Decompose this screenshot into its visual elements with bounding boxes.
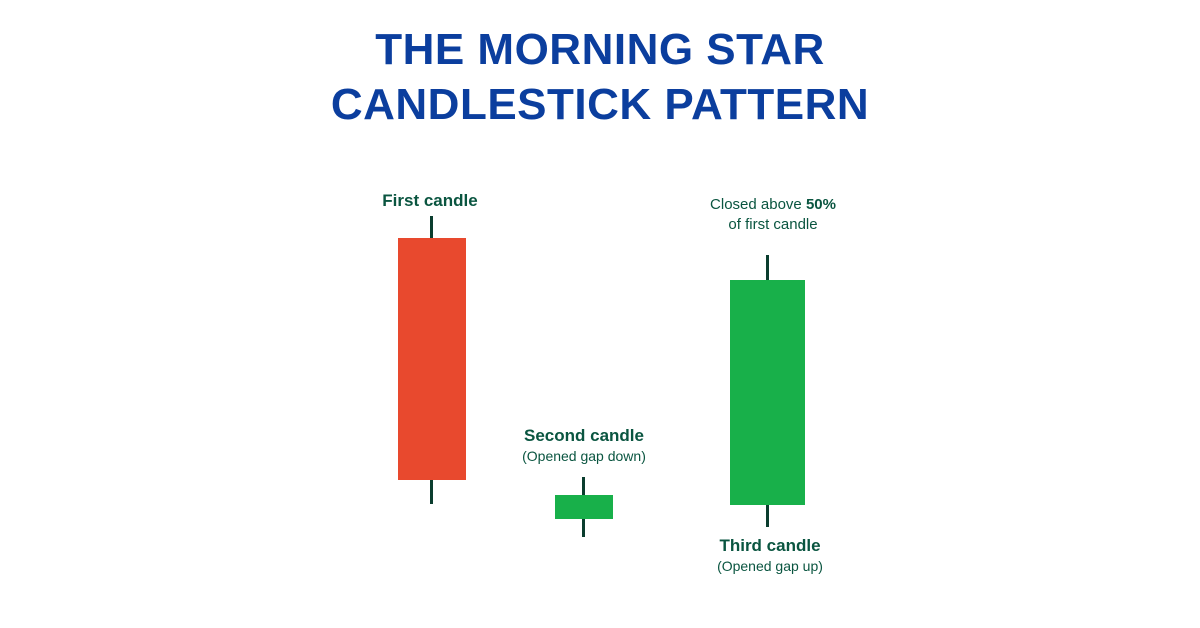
page-title: THE MORNING STAR CANDLESTICK PATTERN: [0, 0, 1200, 132]
third-candle-wick-bottom: [766, 505, 769, 527]
third-candle-wick-top: [766, 255, 769, 280]
title-line-2: CANDLESTICK PATTERN: [331, 80, 869, 129]
candlestick-diagram: First candle Second candle (Opened gap d…: [0, 170, 1200, 628]
title-line-1: THE MORNING STAR: [375, 25, 825, 74]
third-candle-label: Third candle (Opened gap up): [690, 535, 850, 577]
second-candle-label: Second candle (Opened gap down): [498, 425, 670, 467]
second-candle-wick-top: [582, 477, 585, 495]
third-candle-label-bold: Third candle: [719, 536, 820, 555]
second-candle-label-sub: (Opened gap down): [522, 448, 646, 464]
second-candle-wick-bottom: [582, 519, 585, 537]
first-candle-wick-top: [430, 216, 433, 238]
second-candle-body: [555, 495, 613, 519]
top-note-pre: Closed above: [710, 196, 806, 213]
top-note-bold: 50%: [806, 196, 836, 213]
third-candle-top-note: Closed above 50% of first candle: [688, 195, 858, 235]
first-candle-wick-bottom: [430, 480, 433, 504]
first-candle-label-bold: First candle: [382, 191, 477, 210]
first-candle-body: [398, 238, 466, 480]
top-note-post: of first candle: [728, 216, 817, 233]
second-candle-label-bold: Second candle: [524, 426, 644, 445]
third-candle-body: [730, 280, 805, 505]
third-candle-label-sub: (Opened gap up): [717, 558, 823, 574]
first-candle-label: First candle: [340, 190, 520, 212]
